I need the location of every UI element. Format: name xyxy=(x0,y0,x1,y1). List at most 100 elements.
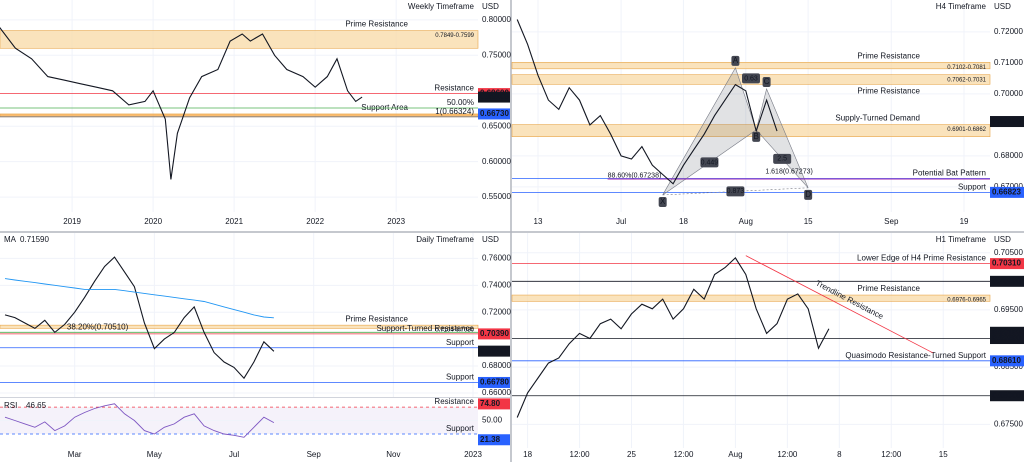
zone-label: Prime Resistance xyxy=(857,284,920,293)
x-tick-label: 2021 xyxy=(225,217,243,226)
level-label: Resistance xyxy=(434,84,474,93)
price-tag-label: 0.66730 xyxy=(480,109,509,118)
panel-title: H1 Timeframe xyxy=(936,235,987,244)
zone-range-label: 0.6976-0.6965 xyxy=(947,298,986,304)
price-tag-label: 0.66780 xyxy=(480,378,509,387)
zone xyxy=(0,113,479,118)
zone-label: Prime Resistance xyxy=(857,86,920,95)
zone xyxy=(0,324,479,329)
zone-range-label: 0.7849-0.7599 xyxy=(435,33,474,39)
level-label: Support xyxy=(446,338,475,347)
level-label: Lower Edge of H4 Prime Resistance xyxy=(857,254,987,263)
price-tag xyxy=(990,390,1024,402)
y-tick-label: 0.68000 xyxy=(482,361,511,370)
x-tick-label: Jul xyxy=(229,450,239,459)
price-tag xyxy=(478,398,510,410)
level-label: 38.20%(0.70510) xyxy=(67,322,129,331)
zone-label: Supply-Turned Demand xyxy=(835,114,920,123)
level-label: Support xyxy=(446,373,475,382)
price-tag-label: 0.70310 xyxy=(992,259,1021,268)
y-tick-label: 0.60000 xyxy=(482,157,511,166)
y-tick-label: 0.72000 xyxy=(482,307,511,316)
price-line xyxy=(4,403,275,438)
zone-range-label: 0.7062-0.7031 xyxy=(947,77,986,83)
panel-title: Daily Timeframe xyxy=(416,235,474,244)
price-tag-label: 74.80 xyxy=(480,399,501,408)
pattern-point xyxy=(658,196,667,207)
price-line xyxy=(4,256,275,380)
x-tick-label: 2022 xyxy=(306,217,324,226)
x-tick-label: Aug xyxy=(739,217,753,226)
y-tick-label: 0.76000 xyxy=(482,254,511,263)
zone-range-label: 0.7104-0.7080 xyxy=(435,328,474,334)
pattern-point xyxy=(762,76,771,87)
zone xyxy=(511,61,991,70)
y-tick-label: 0.74000 xyxy=(482,280,511,289)
legend-name: MA xyxy=(4,235,17,244)
ratio-box xyxy=(773,153,792,164)
level-label: Support-Turned Resistance xyxy=(376,324,474,333)
price-tag-label: 0.69109 xyxy=(480,92,509,101)
price-tag-label: 0.68610 xyxy=(992,356,1021,365)
x-tick-label: 25 xyxy=(627,450,636,459)
x-tick-label: 19 xyxy=(960,217,969,226)
ratio-label: 0.63 xyxy=(744,75,758,82)
pattern-point xyxy=(804,189,813,200)
price-tag xyxy=(990,326,1024,338)
price-tag xyxy=(478,91,510,103)
zone-label: Prime Resistance xyxy=(345,314,408,323)
x-tick-label: Sep xyxy=(307,450,322,459)
trendline xyxy=(745,255,934,354)
ratio-label: 2.5 xyxy=(777,156,787,163)
panel-title: Weekly Timeframe xyxy=(408,2,475,11)
price-line xyxy=(0,27,363,180)
ratio-label: 0.873 xyxy=(727,188,745,195)
x-tick-label: 12:00 xyxy=(881,450,902,459)
y-tick-label: 50.00 xyxy=(482,416,503,425)
zone xyxy=(511,294,991,302)
price-tag-label: 0.69109 xyxy=(992,117,1021,126)
price-line xyxy=(516,19,778,185)
level-label: 1(0.66324) xyxy=(435,107,474,116)
price-tag xyxy=(478,345,510,357)
price-tag-label: 0.66823 xyxy=(992,187,1021,196)
ratio-box xyxy=(742,73,760,84)
pattern-point xyxy=(731,55,740,66)
x-tick-label: 2020 xyxy=(144,217,162,226)
level-label: Resistance xyxy=(434,397,474,406)
axis-label: USD xyxy=(994,235,1011,244)
price-tag xyxy=(990,258,1024,270)
x-tick-label: 15 xyxy=(804,217,813,226)
level-label: 50.00% xyxy=(447,98,474,107)
y-tick-label: 0.65000 xyxy=(482,121,511,130)
zone xyxy=(511,124,991,137)
y-tick-label: 0.67500 xyxy=(994,419,1023,428)
price-tag xyxy=(478,328,510,340)
level-label: Support xyxy=(446,424,475,433)
ratio-box xyxy=(726,186,745,197)
pattern-label: X xyxy=(660,197,666,206)
price-tag xyxy=(478,108,510,120)
y-tick-label: 0.71000 xyxy=(994,58,1023,67)
price-tag-label: 21.38 xyxy=(480,435,501,444)
pattern-label: C xyxy=(764,77,770,86)
x-tick-label: Aug xyxy=(728,450,742,459)
y-tick-label: 0.75000 xyxy=(482,50,511,59)
price-tag-label: 0.70000 xyxy=(992,276,1021,285)
axis-label: USD xyxy=(482,235,499,244)
axis-label: USD xyxy=(994,2,1011,11)
legend-value: 46.65 xyxy=(26,401,47,410)
y-tick-label: 0.80000 xyxy=(482,15,511,24)
ratio-label: 0.449 xyxy=(701,159,719,166)
fib-label: 1.618(0.67273) xyxy=(765,168,812,175)
legend-value: 0.71590 xyxy=(20,235,49,244)
price-tag-label: 0.68000 xyxy=(992,391,1021,400)
axis-label: USD xyxy=(482,2,499,11)
pattern-label: D xyxy=(805,190,811,199)
x-tick-label: Nov xyxy=(386,450,400,459)
legend-name: RSI xyxy=(4,401,17,410)
x-tick-label: Sep xyxy=(884,217,899,226)
price-tag xyxy=(990,186,1024,198)
x-tick-label: 13 xyxy=(534,217,543,226)
price-line xyxy=(516,257,830,418)
